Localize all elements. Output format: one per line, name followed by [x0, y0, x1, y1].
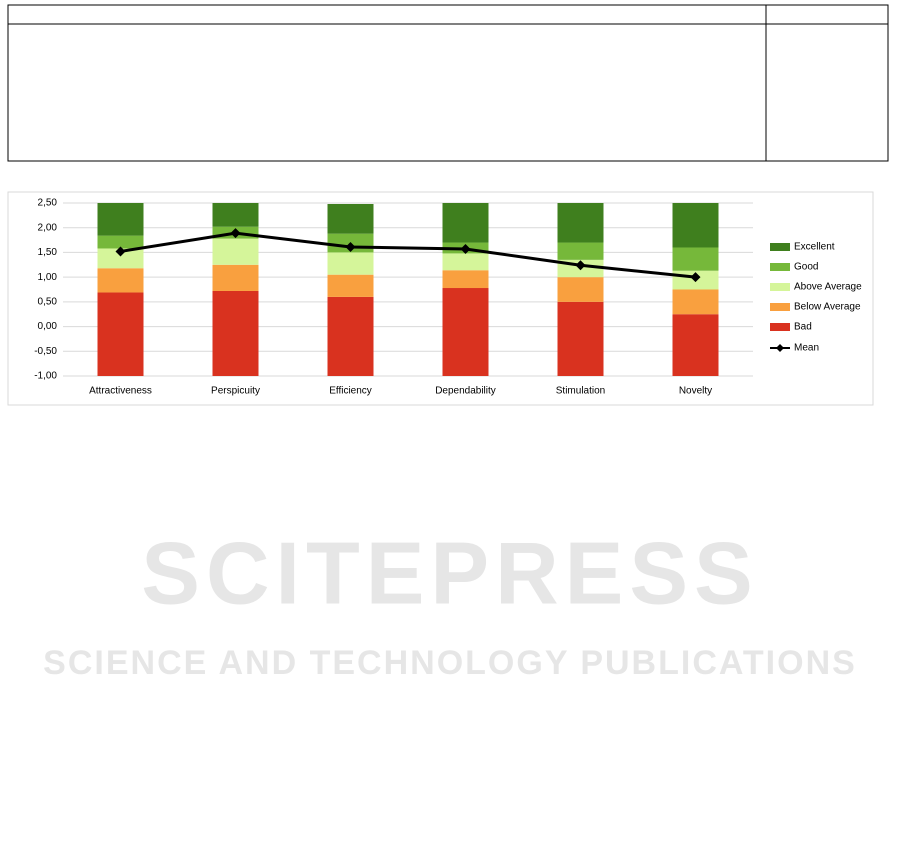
bar-segment [327, 274, 374, 297]
bar-segment [557, 242, 604, 260]
legend-swatch [770, 283, 790, 291]
mean-marker [345, 241, 356, 252]
mean-marker [575, 260, 586, 271]
x-tick-label: Perspicuity [211, 386, 260, 397]
bar-segment [212, 264, 259, 291]
bar-segment [672, 247, 719, 271]
legend-swatch [770, 263, 790, 271]
bar-segment [442, 203, 489, 243]
bar-segment [97, 203, 144, 236]
mean-marker [690, 272, 701, 283]
y-tick-label: 0,50 [38, 296, 58, 307]
mean-marker [460, 243, 471, 254]
x-tick-label: Novelty [679, 386, 712, 397]
bar-segment [557, 277, 604, 302]
watermark: SCITEPRESS [141, 523, 758, 622]
legend-label: Bad [794, 322, 812, 333]
bar-segment [327, 252, 374, 275]
mean-marker [115, 246, 126, 257]
legend-swatch [770, 303, 790, 311]
bar-segment [327, 296, 374, 376]
x-tick-label: Stimulation [556, 386, 605, 397]
legend-label: Below Average [794, 302, 861, 313]
bar-segment [327, 203, 374, 234]
bar-segment [97, 235, 144, 249]
y-tick-label: 0,00 [38, 321, 58, 332]
bar-segment [557, 301, 604, 376]
table-frame [7, 4, 889, 162]
bar-segment [442, 270, 489, 289]
x-tick-label: Efficiency [329, 386, 372, 397]
x-tick-label: Dependability [435, 386, 496, 397]
y-tick-label: 1,50 [38, 247, 58, 258]
bar-segment [97, 292, 144, 376]
y-tick-label: -0,50 [34, 346, 57, 357]
bar-segment [212, 290, 259, 376]
bar-segment [672, 203, 719, 248]
bar-segment [672, 289, 719, 315]
mean-line [120, 231, 696, 279]
bar-segment [212, 238, 259, 265]
y-tick-label: 1,00 [38, 272, 58, 283]
legend-swatch [770, 323, 790, 331]
bar-segment [97, 248, 144, 269]
legend-marker [776, 344, 784, 352]
bar-segment [97, 268, 144, 293]
watermark: SCIENCE AND TECHNOLOGY PUBLICATIONS [43, 644, 857, 682]
y-tick-label: 2,50 [38, 198, 58, 209]
bar-segment [212, 203, 259, 227]
mean-marker [230, 228, 241, 239]
bar-segment [557, 203, 604, 243]
legend-label: Mean [794, 343, 819, 354]
bar-segment [442, 253, 489, 271]
bar-segment [672, 314, 719, 376]
legend-label: Good [794, 262, 818, 273]
legend-label: Excellent [794, 242, 835, 253]
legend-label: Above Average [794, 282, 862, 293]
x-tick-label: Attractiveness [89, 386, 152, 397]
bar-segment [442, 288, 489, 376]
y-tick-label: 2,00 [38, 222, 58, 233]
legend-swatch [770, 243, 790, 251]
y-tick-label: -1,00 [34, 371, 57, 382]
